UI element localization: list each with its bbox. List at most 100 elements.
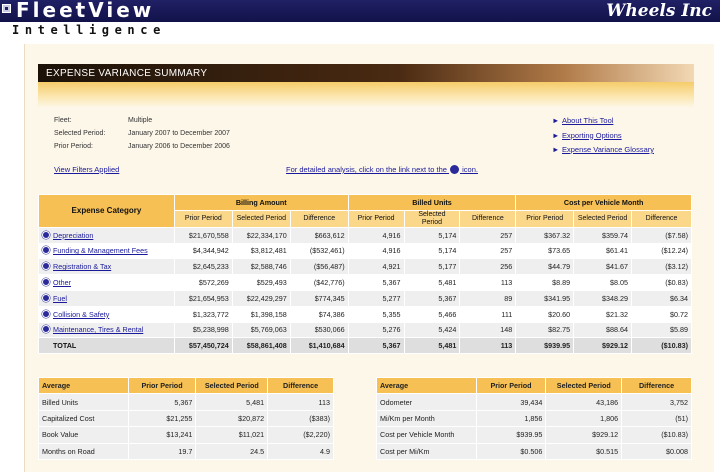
table-cell: $572,269	[173, 274, 233, 291]
billed-units-header: Billed Units	[347, 194, 517, 211]
table-cell: 5,355	[347, 305, 405, 323]
section-title: EXPENSE VARIANCE SUMMARY	[38, 64, 694, 82]
tool-links: ► About This Tool ► Exporting Options ► Exp…	[552, 114, 654, 158]
header-band	[38, 82, 694, 108]
table-cell: $0.506	[475, 442, 547, 460]
menu-icon[interactable]	[2, 4, 11, 13]
category-link[interactable]: Other	[38, 274, 175, 291]
table-row: Cost per Vehicle Month $939.95 $929.12 ($10…	[376, 426, 692, 444]
category-link[interactable]: Registration & Tax	[38, 258, 175, 276]
billing-amount-header: Billing Amount	[173, 194, 349, 211]
expense-variance-table: Expense Category Billing Amount Billed U…	[38, 194, 692, 355]
column-header: Selected Period	[573, 209, 633, 228]
row-label: Months on Road	[38, 442, 129, 460]
table-cell: ($12.24)	[631, 242, 692, 260]
table-row: Collision & Safety $1,323,772 $1,398,158 $7…	[38, 305, 692, 323]
category-link[interactable]: Fuel	[38, 289, 175, 307]
table-cell: ($532,461)	[289, 242, 349, 260]
table-cell: 3,752	[621, 393, 692, 411]
category-link[interactable]: Depreciation	[38, 226, 175, 244]
drilldown-icon[interactable]	[42, 230, 50, 239]
app-header: FleetView Wheels Inc	[0, 0, 720, 22]
table-cell: 1,856	[475, 409, 547, 428]
table-cell: $530,066	[289, 321, 349, 339]
table-cell: 43,186	[545, 393, 623, 411]
table-cell: 257	[459, 226, 517, 244]
table-cell: 256	[459, 258, 517, 276]
drilldown-icon[interactable]	[42, 246, 50, 255]
table-cell: ($0.83)	[631, 274, 692, 291]
table-cell: 5,277	[347, 289, 405, 307]
table-header-row: Average Prior Period Selected Period Differ…	[38, 376, 334, 395]
table-cell: $348.29	[573, 289, 633, 307]
table-cell: $2,645,233	[173, 258, 233, 276]
table-row: Fuel $21,654,953 $22,429,297 $774,345 5,277 5…	[38, 289, 692, 307]
table-cell: 4,916	[347, 226, 405, 244]
table-cell: 5,481	[403, 274, 461, 291]
category-link[interactable]: Funding & Management Fees	[38, 242, 175, 260]
row-label: Cost per Vehicle Month	[376, 426, 477, 444]
view-filters-link[interactable]: View Filters Applied	[54, 165, 120, 174]
table-cell: 5,367	[127, 393, 197, 411]
column-header: Average	[376, 376, 477, 395]
table-cell: $1,398,158	[231, 305, 291, 323]
table-cell: ($42,776)	[289, 274, 349, 291]
category-link[interactable]: Collision & Safety	[38, 305, 175, 323]
table-cell: 19.7	[127, 442, 197, 460]
table-cell: $1,323,772	[173, 305, 233, 323]
table-cell: ($3.12)	[631, 258, 692, 276]
category-link[interactable]: Maintenance, Tires & Rental	[38, 321, 175, 339]
table-cell: (51)	[621, 409, 692, 428]
drilldown-hint: For detailed analysis, click on the link…	[286, 165, 478, 174]
table-cell: 5,367	[347, 274, 405, 291]
table-row: Billed Units 5,367 5,481 113	[38, 393, 334, 411]
table-cell: $6.34	[631, 289, 692, 307]
drilldown-icon[interactable]	[42, 309, 50, 318]
table-cell: ($56,487)	[289, 258, 349, 276]
table-cell: $8.89	[515, 274, 575, 291]
table-cell: $0.008	[621, 442, 692, 460]
table-cell: $929.12	[545, 426, 623, 444]
table-cell: $2,588,746	[231, 258, 291, 276]
table-cell: 4,916	[347, 242, 405, 260]
table-cell: $939.95	[475, 426, 547, 444]
drilldown-icon[interactable]	[42, 293, 50, 302]
table-cell: $663,612	[289, 226, 349, 244]
column-header: Prior Period	[173, 209, 233, 228]
column-header: Prior Period	[127, 376, 197, 395]
glossary-link[interactable]: ► Expense Variance Glossary	[552, 143, 654, 158]
column-header: Difference	[289, 209, 349, 228]
table-cell: $20,872	[195, 409, 269, 428]
table-cell: $74,386	[289, 305, 349, 323]
table-cell: $8.05	[573, 274, 633, 291]
table-cell: 5,174	[403, 242, 461, 260]
table-header-row: Average Prior Period Selected Period Differ…	[376, 376, 692, 395]
drilldown-icon[interactable]	[42, 278, 50, 287]
about-link[interactable]: ► About This Tool	[552, 114, 654, 129]
row-label: Billed Units	[38, 393, 129, 411]
table-cell: $21.32	[573, 305, 633, 323]
table-cell: $929.12	[573, 337, 633, 355]
table-cell: $22,334,170	[231, 226, 291, 244]
table-cell: $41.67	[573, 258, 633, 276]
table-cell: 5,424	[403, 321, 461, 339]
column-header: Selected Period	[195, 376, 269, 395]
table-row: Funding & Management Fees $4,344,942 $3,81…	[38, 242, 692, 260]
table-cell: 257	[459, 242, 517, 260]
table-row: Depreciation $21,670,558 $22,334,170 $663,6…	[38, 226, 692, 244]
export-link[interactable]: ► Exporting Options	[552, 129, 654, 144]
column-header: Selected Period	[231, 209, 291, 228]
brand-logo: Wheels Inc	[606, 1, 712, 21]
row-label: Cost per Mi/Km	[376, 442, 477, 460]
table-row: Odometer 39,434 43,186 3,752	[376, 393, 692, 411]
drilldown-icon[interactable]	[42, 262, 50, 271]
table-cell: $11,021	[195, 426, 269, 444]
table-cell: $3,812,481	[231, 242, 291, 260]
table-cell: $21,670,558	[173, 226, 233, 244]
table-cell: 5,276	[347, 321, 405, 339]
drilldown-icon[interactable]	[42, 325, 50, 334]
table-cell: $0.515	[545, 442, 623, 460]
table-cell: 39,434	[475, 393, 547, 411]
table-cell: 5,481	[195, 393, 269, 411]
table-cell: 148	[459, 321, 517, 339]
